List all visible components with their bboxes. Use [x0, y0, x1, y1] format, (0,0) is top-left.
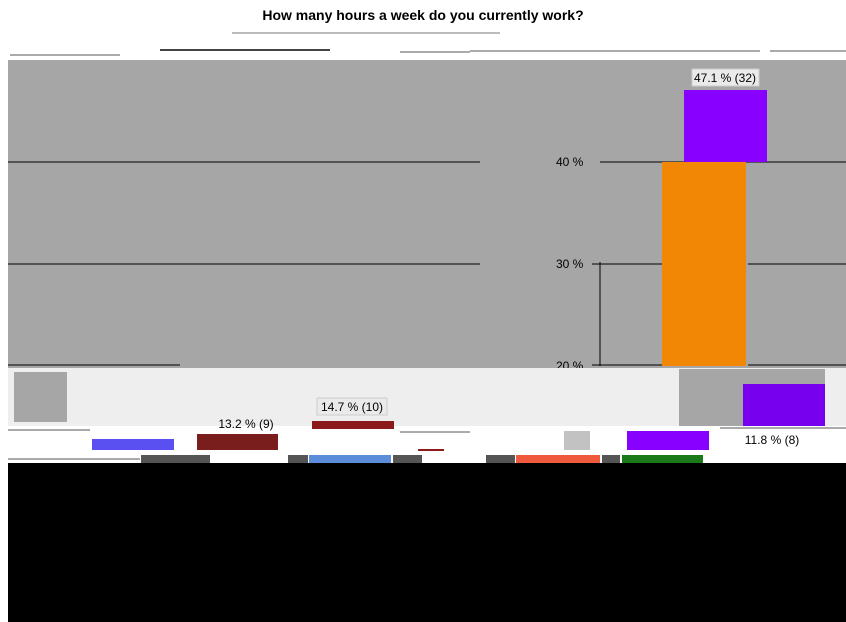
legend-strip	[141, 455, 703, 463]
data-label-box-11-8	[740, 428, 820, 450]
data-label-box-14-7	[316, 397, 388, 416]
bar-violet	[627, 431, 709, 450]
bar-13-2	[197, 434, 278, 450]
bar-blue-violet	[92, 439, 174, 450]
data-label-47-1: 47.1 % (32)	[694, 71, 756, 85]
strip-strokes	[8, 427, 846, 460]
bar-light-gray	[564, 431, 590, 450]
data-label-11-8: 11.8 % (8)	[745, 433, 799, 447]
dark-red-mark	[418, 449, 444, 451]
gridlines	[8, 161, 846, 366]
bar-14-7	[312, 421, 394, 429]
data-label-box-47-1	[691, 68, 760, 87]
header-strokes	[10, 32, 846, 56]
bar-orange	[662, 162, 746, 366]
y-tick-label-40: 40 %	[556, 155, 584, 169]
lower-band-gray-left	[14, 372, 67, 422]
bar-11-8-top	[743, 384, 825, 426]
data-label-13-2: 13.2 % (9)	[218, 417, 273, 431]
data-label-14-7: 14.7 % (10)	[321, 400, 383, 414]
y-tick-label-30: 30 %	[556, 257, 584, 271]
chart-title: How many hours a week do you currently w…	[262, 7, 584, 23]
bottom-block	[8, 463, 846, 622]
bar-47-1	[684, 90, 767, 162]
